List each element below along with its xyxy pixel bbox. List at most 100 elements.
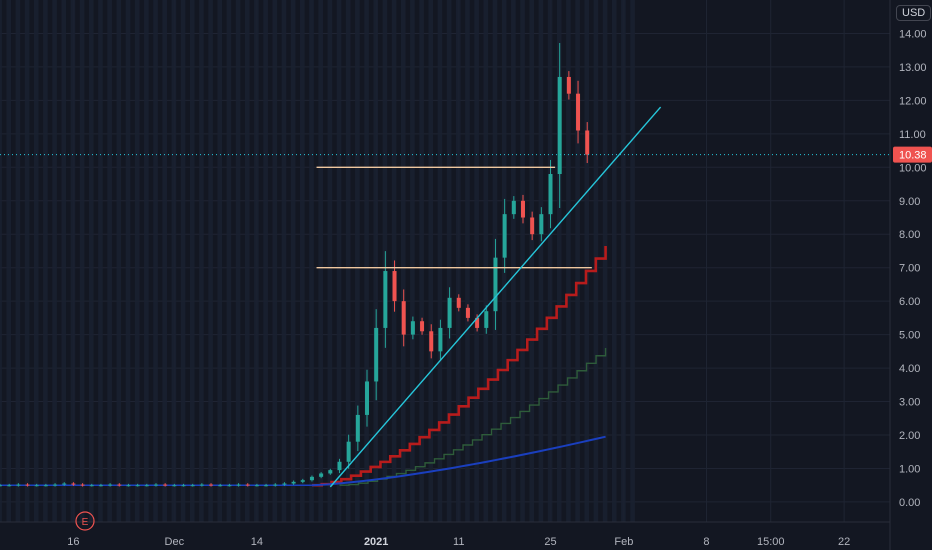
session-stripe — [520, 0, 525, 522]
drawings[interactable] — [0, 106, 890, 488]
candle-body — [71, 483, 76, 485]
time-tick-label: 16 — [67, 536, 79, 548]
candle-body — [447, 297, 452, 328]
session-stripe — [226, 0, 232, 522]
candle-body — [438, 327, 443, 352]
candle-body — [282, 483, 287, 485]
session-stripe — [327, 0, 333, 522]
candle-body — [135, 485, 140, 487]
candle-body — [144, 485, 149, 487]
session-stripe — [419, 0, 424, 522]
candle-body — [465, 307, 470, 318]
session-stripe — [575, 0, 580, 522]
candle-body — [43, 485, 48, 487]
candle-body — [566, 76, 571, 94]
session-stripe — [61, 0, 67, 522]
candle-body — [328, 470, 333, 474]
session-stripe — [300, 0, 305, 522]
candle-body — [153, 484, 158, 486]
time-tick-label: 14 — [251, 536, 263, 548]
price-tick-label: 3.00 — [899, 397, 920, 409]
candle-body — [199, 484, 204, 486]
candle-body — [163, 484, 168, 486]
blue-curve-line — [311, 435, 606, 487]
session-stripe — [547, 0, 553, 522]
price-tick-label: 4.00 — [899, 363, 920, 375]
session-stripe — [89, 0, 94, 522]
price-axis[interactable]: 0.00 1.00 2.00 3.00 4.00 5.00 6.00 7.00 8.00 9.00… — [889, 0, 932, 550]
session-stripe — [345, 0, 351, 522]
currency-label[interactable]: USD — [896, 5, 932, 21]
candle-body — [484, 311, 489, 328]
session-stripe — [465, 0, 470, 522]
candle-body — [374, 327, 379, 382]
session-stripe — [446, 0, 452, 522]
markers: E — [75, 511, 95, 531]
candle-body — [585, 130, 590, 155]
session-stripe — [79, 0, 85, 522]
time-axis[interactable]: 16 Dec 14 2021 11 25 Feb 8 15:00 22 — [0, 521, 890, 548]
session-stripe — [281, 0, 287, 522]
candle-body — [493, 257, 498, 312]
session-stripe — [263, 0, 268, 522]
session-stripe — [98, 0, 103, 522]
candle-body — [254, 485, 259, 487]
candle-body — [337, 461, 342, 471]
candle-body — [429, 331, 434, 352]
price-tick-label: 11.00 — [899, 129, 926, 141]
candle-body — [319, 473, 324, 477]
session-stripe — [483, 0, 489, 522]
session-stripe — [584, 0, 590, 522]
candle-body — [108, 484, 113, 486]
candle-body — [520, 200, 525, 218]
candle-body — [98, 485, 103, 487]
session-stripe — [180, 0, 186, 522]
session-stripe — [290, 0, 296, 522]
session-stripe — [0, 0, 2, 522]
session-stripe — [24, 0, 30, 522]
candle-body — [209, 484, 214, 486]
candle-body — [475, 317, 480, 328]
candle-body — [89, 485, 94, 487]
session-stripe — [364, 0, 369, 522]
session-stripe — [456, 0, 461, 522]
session-stripe — [400, 0, 406, 522]
candle-body — [117, 484, 122, 486]
session-stripe — [336, 0, 342, 522]
price-tick-label: 6.00 — [899, 296, 920, 308]
candle-body — [365, 381, 370, 415]
candle-body — [0, 485, 2, 487]
session-stripe — [355, 0, 360, 522]
session-stripe — [70, 0, 76, 522]
price-tick-label: 10.00 — [899, 162, 927, 174]
candle-body — [401, 301, 406, 335]
time-tick-label: 15:00 — [757, 536, 785, 548]
session-stripe — [199, 0, 204, 522]
time-tick-label: 25 — [544, 536, 556, 548]
candle-body — [190, 485, 195, 487]
candle-body — [236, 484, 241, 486]
candle-body — [456, 297, 461, 308]
session-stripe — [566, 0, 571, 522]
session-stripe — [134, 0, 140, 522]
session-stripe — [538, 0, 544, 522]
time-tick-label: Feb — [614, 536, 633, 548]
earnings-marker: E — [75, 511, 95, 531]
price-tick-label: 0.00 — [899, 497, 920, 509]
time-tick-label: 11 — [453, 536, 464, 548]
time-tick-label: 2021 — [364, 536, 388, 548]
candle-body — [16, 484, 21, 486]
candle-body — [557, 76, 562, 174]
time-tick-label: 8 — [703, 536, 709, 548]
candle-body — [218, 485, 223, 487]
session-stripe — [602, 0, 608, 522]
session-stripe — [309, 0, 314, 522]
session-stripe — [162, 0, 167, 522]
candle-body — [539, 214, 544, 235]
session-stripe — [6, 0, 12, 522]
session-stripe — [428, 0, 434, 522]
session-stripe — [410, 0, 415, 522]
candle-body — [25, 484, 30, 486]
